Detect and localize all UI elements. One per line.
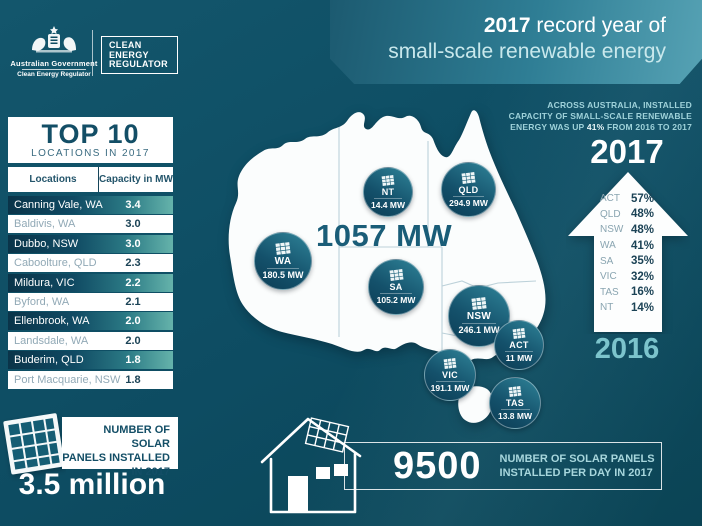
banner-line1: 2017 record year of (483, 14, 666, 37)
solar-panel-icon-large (3, 413, 65, 475)
growth-item: WA 41% (600, 239, 654, 252)
top10-subtitle: LOCATIONS IN 2017 (31, 148, 150, 159)
top10-title: TOP 10 (41, 119, 140, 149)
solar-panel-icon (508, 385, 522, 397)
state-badge-sa: SA 105.2 MW (368, 259, 424, 315)
panels-daily-callout: 9500 NUMBER OF SOLAR PANELS INSTALLED PE… (344, 442, 662, 490)
panels-total-value: 3.5 million (18, 468, 166, 501)
growth-item: SA 35% (600, 255, 654, 268)
growth-item: TAS 16% (600, 286, 654, 299)
state-badge-act: ACT 11 MW (494, 320, 544, 370)
growth-item: VIC 32% (600, 270, 654, 283)
logo-vertical-divider (92, 30, 93, 76)
total-capacity-label: 1057 MW (316, 218, 453, 253)
growth-note: ACROSS AUSTRALIA, INSTALLED CAPACITY OF … (508, 100, 692, 132)
australian-government-coat-of-arms (32, 26, 76, 53)
growth-percentage-list: ACT 57% QLD 48% NSW 48% WA 41% SA 35% VIC 32% … (600, 191, 654, 316)
solar-panel-icon (512, 327, 526, 339)
growth-year-2016: 2016 (594, 333, 660, 365)
state-badge-tas: TAS 13.8 MW (489, 377, 541, 429)
gov-logo-line2: Clean Energy Regulator (17, 71, 91, 78)
state-badge-nt: NT 14.4 MW (363, 167, 413, 217)
table-row: Dubbo, NSW 3.0 (8, 234, 173, 253)
growth-item: ACT 57% (600, 192, 654, 205)
table-row: Landsdale, WA 2.0 (8, 331, 173, 350)
panels-total-label: NUMBER OF SOLAR PANELS INSTALLED IN 2017 (62, 417, 178, 478)
solar-panel-icon (443, 357, 457, 369)
growth-arrow-up (568, 172, 688, 332)
title-banner: 2017 record year of small-scale renewabl… (330, 0, 702, 84)
gov-logo-line1: Australian Government (10, 59, 98, 68)
top10-column-headers: Locations Capacity in MW (8, 167, 173, 192)
top10-header: TOP 10 LOCATIONS IN 2017 (8, 117, 173, 163)
state-badge-qld: QLD 294.9 MW (441, 162, 496, 217)
column-header-locations: Locations (8, 167, 99, 192)
banner-line2: small-scale renewable energy (388, 40, 666, 63)
table-row: Port Macquarie, NSW 1.8 (8, 370, 173, 389)
panels-daily-label: NUMBER OF SOLAR PANELS INSTALLED PER DAY… (499, 453, 655, 479)
growth-item: QLD 48% (600, 208, 654, 221)
growth-year-2017: 2017 (590, 133, 664, 170)
banner-year: 2017 (483, 14, 531, 37)
table-row: Canning Vale, WA 3.4 (8, 196, 173, 214)
column-header-capacity: Capacity in MW (99, 174, 173, 185)
solar-panel-icon (381, 174, 395, 186)
state-badge-vic: VIC 191.1 MW (424, 349, 476, 401)
solar-panel-icon (461, 171, 476, 184)
growth-item: NSW 48% (600, 223, 654, 236)
table-row: Byford, WA 2.1 (8, 292, 173, 311)
panels-daily-value: 9500 (393, 444, 482, 487)
state-badge-wa: WA 180.5 MW (254, 232, 312, 290)
clean-energy-regulator-logo: CLEAN ENERGY REGULATOR (101, 36, 178, 74)
solar-panel-icon (389, 269, 403, 281)
table-row: Mildura, VIC 2.2 (8, 273, 173, 292)
table-row: Caboolture, QLD 2.3 (8, 254, 173, 273)
solar-panel-icon (471, 297, 487, 310)
top10-table: Canning Vale, WA 3.4 Baldivis, WA 3.0 Dubb… (8, 196, 173, 389)
table-row: Ellenbrook, WA 2.0 (8, 312, 173, 331)
solar-panel-icon (275, 242, 291, 255)
growth-item: NT 14% (600, 301, 654, 314)
gov-logo-divider-line (22, 69, 86, 70)
table-row: Baldivis, WA 3.0 (8, 215, 173, 234)
house-with-solar-icon (260, 417, 362, 514)
table-row: Buderim, QLD 1.8 (8, 351, 173, 370)
